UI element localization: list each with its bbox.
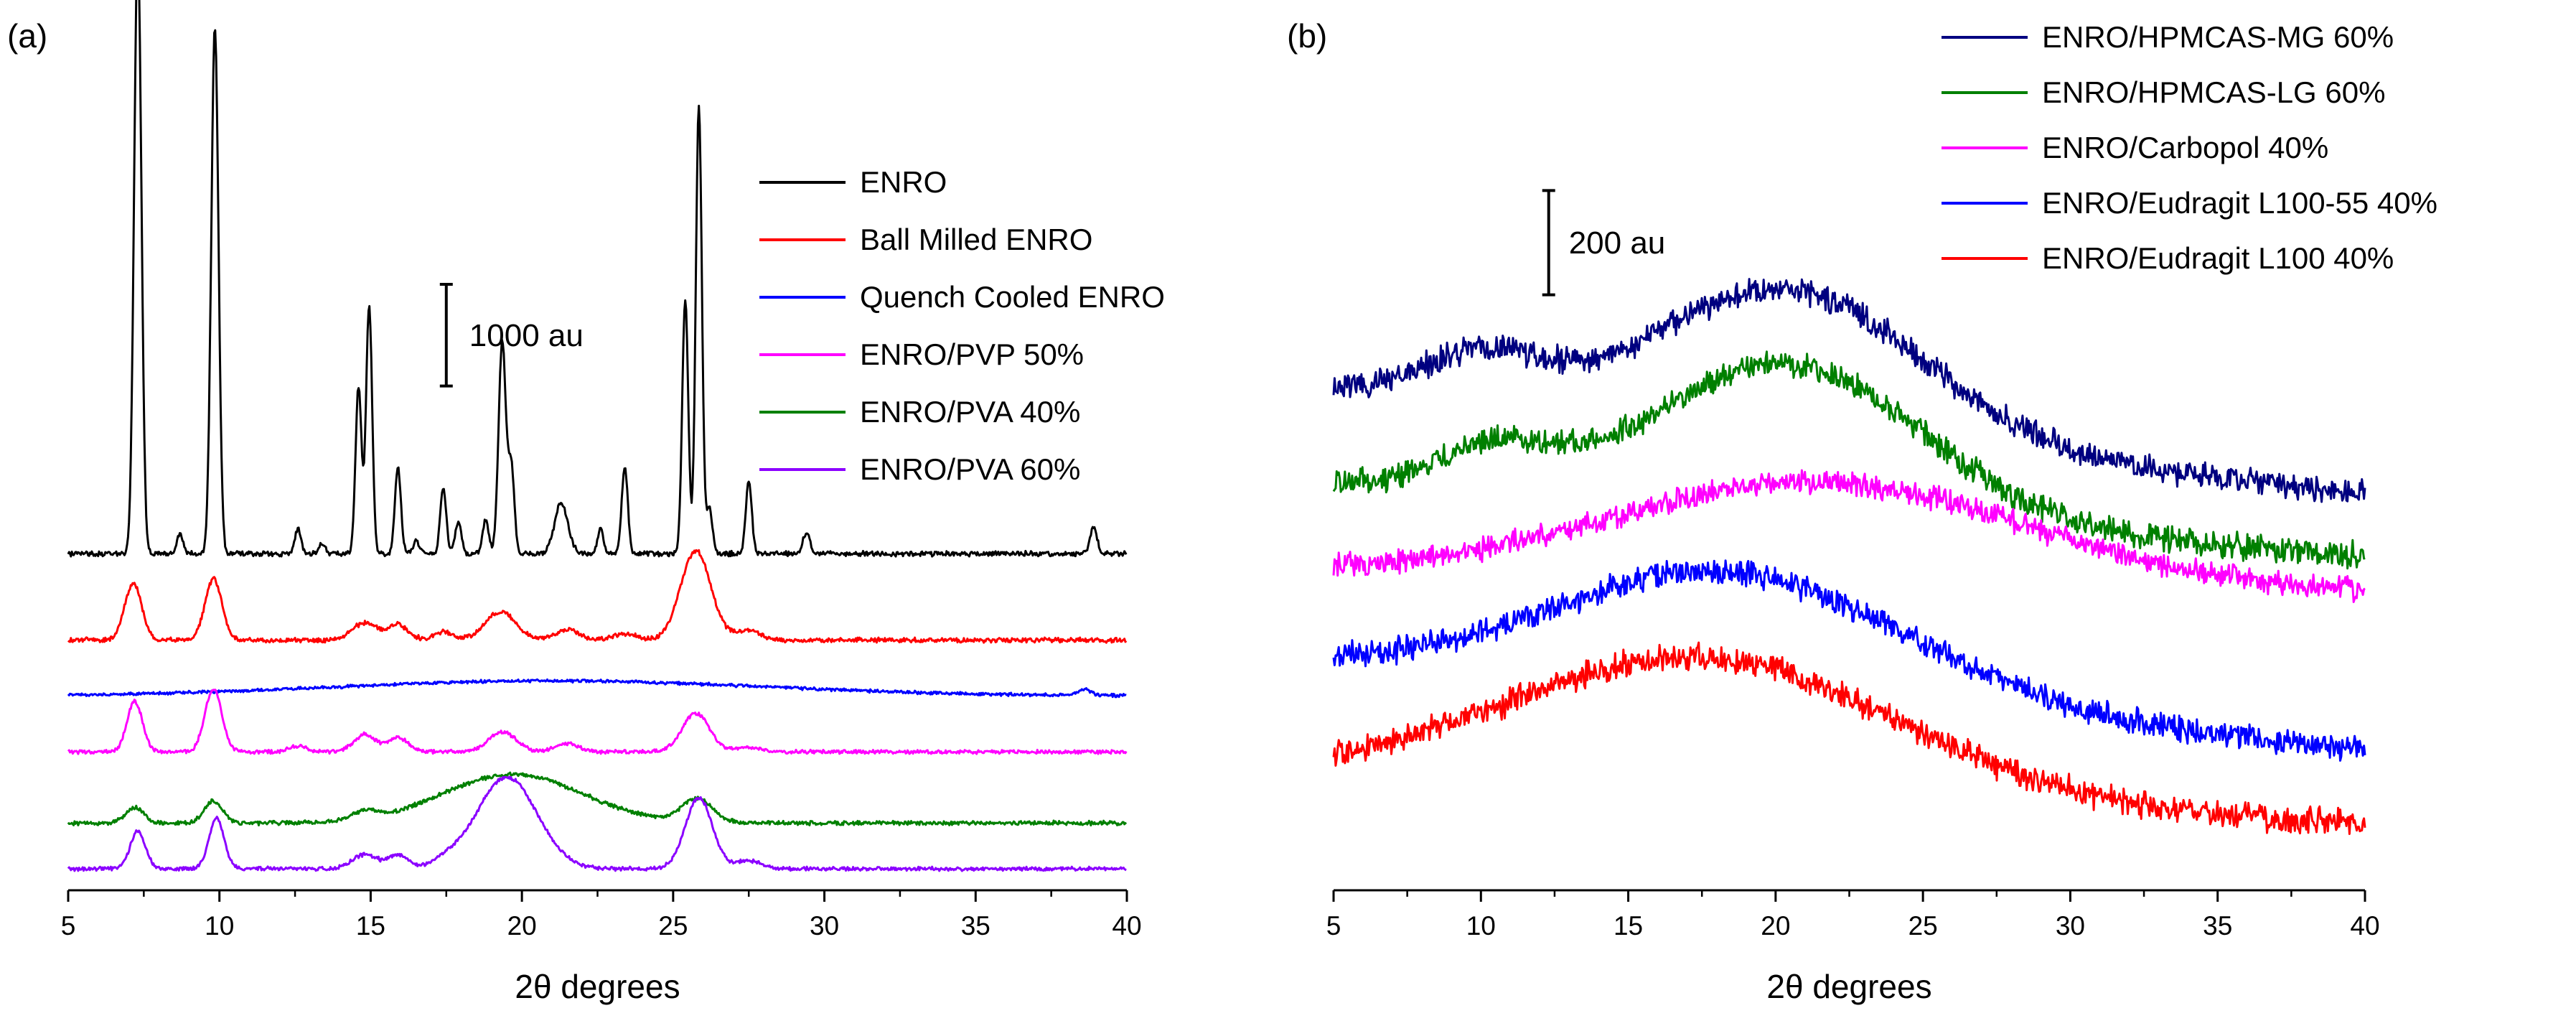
- legend-label-enro: ENRO: [860, 165, 947, 199]
- x-tick-label: 5: [1326, 911, 1341, 941]
- scale-bar-label: 200 au: [1569, 225, 1666, 261]
- x-tick-label: 35: [961, 911, 990, 941]
- x-tick-label: 5: [61, 911, 76, 941]
- legend-label-enro-pva-60: ENRO/PVA 60%: [860, 452, 1080, 486]
- x-tick-label: 30: [2056, 911, 2085, 941]
- panel-a-chart: (a) 5 10 15 20 25 30 35 40 2θ degrees 1000 au ENRO B…: [7, 0, 1165, 1005]
- legend-label-quench-cooled-enro: Quench Cooled ENRO: [860, 280, 1165, 314]
- x-tick-label: 20: [1761, 911, 1790, 941]
- series-line-enro-eudragit-l100-55-40: [1332, 559, 2366, 762]
- x-axis-title: 2θ degrees: [515, 968, 680, 1005]
- x-tick-label: 15: [1613, 911, 1643, 941]
- x-tick-label: 30: [810, 911, 839, 941]
- legend-label-enro-pva-40: ENRO/PVA 40%: [860, 395, 1080, 429]
- x-tick-label: 10: [1466, 911, 1496, 941]
- legend-label-enro-hpmcas-lg-60: ENRO/HPMCAS-LG 60%: [2042, 75, 2385, 109]
- series-line-enro-eudragit-l100-40: [1332, 641, 2366, 835]
- legend-label-enro-hpmcas-mg-60: ENRO/HPMCAS-MG 60%: [2042, 20, 2394, 54]
- series-line-enro-pvp-50: [67, 689, 1128, 755]
- x-tick-label: 35: [2203, 911, 2232, 941]
- legend: ENRO/HPMCAS-MG 60% ENRO/HPMCAS-LG 60% ENRO…: [1942, 20, 2437, 275]
- series-line-enro: [67, 0, 1128, 558]
- series-line-enro-hpmcas-lg-60: [1332, 350, 2366, 570]
- series-line-quench-cooled-enro: [67, 678, 1127, 699]
- scale-bar-label: 1000 au: [469, 318, 584, 353]
- x-tick-label: 15: [356, 911, 385, 941]
- series-line-enro-carbopol-40: [1332, 469, 2366, 603]
- x-tick-label: 25: [1908, 911, 1938, 941]
- legend-label-enro-eudragit-l100-40: ENRO/Eudragit L100 40%: [2042, 241, 2394, 275]
- x-axis-title: 2θ degrees: [1766, 968, 1931, 1005]
- series-line-enro-pva-60: [67, 775, 1127, 872]
- legend-label-enro-pvp-50: ENRO/PVP 50%: [860, 337, 1084, 371]
- x-tick-label: 40: [1112, 911, 1141, 941]
- series-line-ball-milled-enro: [67, 549, 1128, 644]
- legend-label-enro-carbopol-40: ENRO/Carbopol 40%: [2042, 131, 2328, 164]
- panel-label: (b): [1287, 17, 1327, 55]
- legend-label-enro-eudragit-l100-55-40: ENRO/Eudragit L100-55 40%: [2042, 186, 2437, 220]
- x-tick-label: 10: [205, 911, 234, 941]
- x-tick-label: 20: [507, 911, 537, 941]
- panel-b-chart: (b) 5 10 15 20 25 30 35 40 2θ degrees 200 au ENRO/H…: [1287, 17, 2437, 1005]
- legend-label-ball-milled-enro: Ball Milled ENRO: [860, 223, 1092, 256]
- series-line-enro-pva-40: [67, 771, 1128, 827]
- x-tick-label: 40: [2350, 911, 2379, 941]
- x-tick-label: 25: [658, 911, 688, 941]
- panel-label: (a): [7, 17, 47, 55]
- legend: ENRO Ball Milled ENRO Quench Cooled ENRO EN…: [759, 165, 1165, 486]
- series-line-enro-hpmcas-mg-60: [1332, 278, 2366, 503]
